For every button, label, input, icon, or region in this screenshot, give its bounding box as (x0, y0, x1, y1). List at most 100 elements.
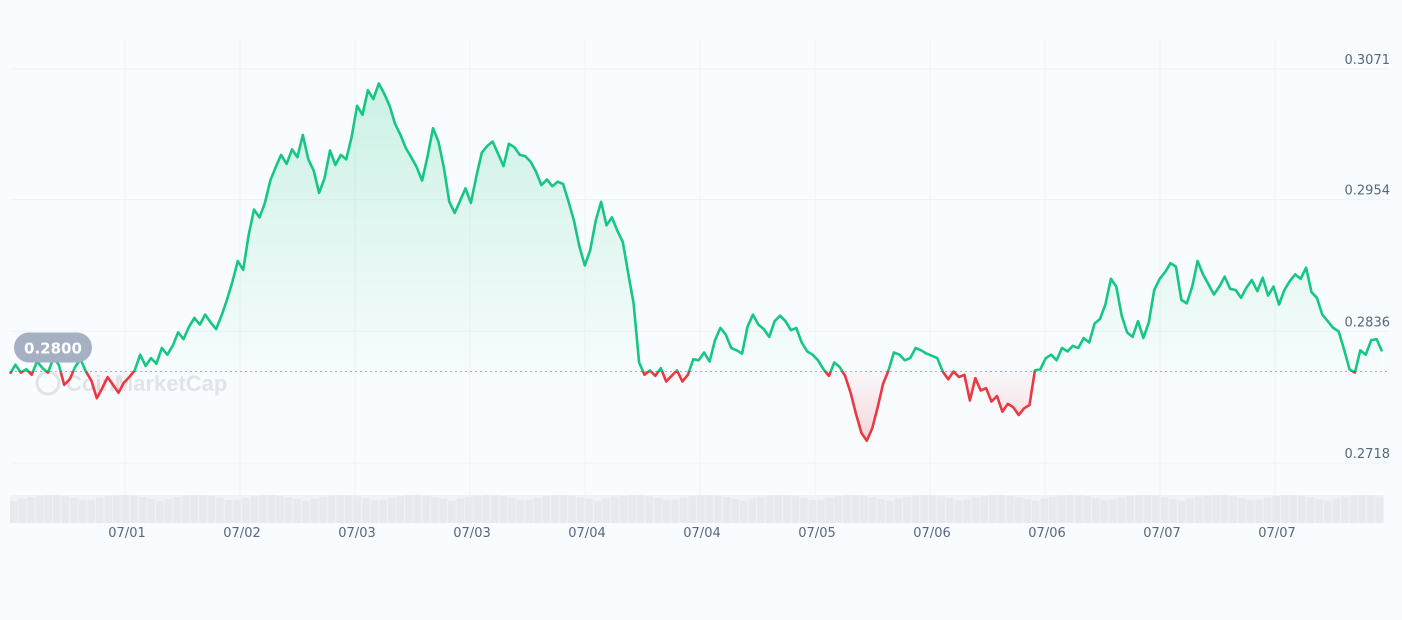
volume-bar (834, 496, 842, 523)
volume-bar (997, 495, 1006, 523)
volume-bar (989, 495, 997, 523)
volume-bar (808, 500, 817, 523)
volume-bar (310, 498, 319, 523)
volume-bar (671, 499, 679, 523)
price-line-up (10, 82, 1384, 371)
volume-bar (173, 496, 181, 523)
volume-bar (705, 495, 714, 523)
volume-bar (791, 496, 800, 523)
volume-bar (284, 497, 293, 523)
volume-bar (44, 495, 52, 523)
volume-bar (121, 495, 130, 523)
volume-bar (576, 497, 585, 523)
volume-bar (851, 495, 860, 523)
volume-bar (551, 495, 559, 523)
volume-bar (1263, 497, 1272, 523)
volume-bar (937, 496, 946, 523)
volume-bar (1358, 495, 1366, 523)
volume-bar (267, 495, 276, 523)
volume-bar (1272, 496, 1280, 523)
volume-bar (594, 500, 602, 523)
x-tick-label: 07/06 (1028, 526, 1065, 541)
volume-bar (1040, 498, 1049, 523)
volume-bar (1049, 496, 1057, 523)
volume-bar (1195, 496, 1203, 523)
volume-bar (559, 495, 568, 523)
volume-bar (1117, 497, 1126, 523)
volume-bar (250, 496, 259, 523)
x-tick-label: 07/07 (1258, 526, 1295, 541)
volume-bar (1143, 495, 1152, 523)
volume-bar (946, 498, 954, 523)
volume-bar (113, 495, 121, 523)
volume-bar (516, 500, 525, 523)
volume-bar (1100, 500, 1109, 523)
volume-bar (1023, 499, 1031, 523)
volume-bar (241, 497, 250, 523)
y-tick-label: 0.2954 (1345, 184, 1391, 199)
volume-bar (293, 498, 301, 523)
volume-bar (10, 501, 18, 523)
volume-bar (1255, 499, 1263, 523)
volume-bar (430, 497, 439, 523)
y-tick-label: 0.2718 (1345, 447, 1391, 462)
volume-bar (782, 495, 791, 523)
volume-bar (885, 500, 894, 523)
price-lines (8, 82, 1384, 442)
volume-bar (1306, 497, 1315, 523)
x-tick-label: 07/05 (798, 526, 835, 541)
volume-bar (1315, 499, 1323, 523)
volume-bar (353, 496, 362, 523)
volume-bar (1212, 495, 1220, 523)
volume-bar (164, 498, 173, 523)
volume-bar (396, 496, 404, 523)
volume-bar (628, 495, 636, 523)
volume-bar (980, 496, 988, 523)
volume-bar (1109, 499, 1117, 523)
volume-bar (1323, 500, 1332, 523)
volume-bar (679, 497, 688, 523)
volume-bar (800, 498, 808, 523)
volume-bar (911, 495, 920, 523)
volume-bar (688, 496, 696, 523)
volume-bar (1366, 495, 1375, 523)
volume-bar (499, 496, 508, 523)
volume-bar (207, 496, 216, 523)
volume-bar (928, 495, 937, 523)
volume-bar (817, 499, 825, 523)
volume-bar (868, 497, 877, 523)
badge-label: 0.2800 (24, 339, 82, 357)
volume-bar (473, 495, 482, 523)
y-tick-label: 0.3071 (1345, 53, 1391, 68)
x-tick-label: 07/04 (683, 526, 720, 541)
volume-bar (224, 500, 233, 523)
volume-bar (1135, 495, 1143, 523)
volume-bar (439, 498, 447, 523)
volume-bar (448, 500, 456, 523)
volume-bar (1289, 495, 1298, 523)
volume-bar (1238, 498, 1246, 523)
volume-bar (490, 495, 499, 523)
volume-bar (739, 500, 748, 523)
volume-bar (1341, 496, 1349, 523)
volume-bar (1074, 495, 1083, 523)
volume-bar (302, 500, 310, 523)
volume-bar (70, 497, 78, 523)
volume-bar (894, 498, 903, 523)
volume-bar (568, 495, 576, 523)
volume-bar (1229, 496, 1237, 523)
x-tick-label: 07/03 (453, 526, 490, 541)
volume-bar (52, 495, 61, 523)
volume-bar (35, 495, 44, 523)
volume-bar (533, 497, 542, 523)
volume-bar (465, 496, 473, 523)
volume-bar (602, 498, 611, 523)
volume-bar (181, 495, 190, 523)
x-axis: 07/01 07/02 07/03 07/03 07/04 07/04 07/05 07/06… (108, 526, 1295, 541)
volume-bar (1066, 495, 1074, 523)
volume-bar (1031, 500, 1040, 523)
volume-bar (276, 495, 284, 523)
volume-bar (1083, 496, 1091, 523)
volume-bar (697, 495, 705, 523)
